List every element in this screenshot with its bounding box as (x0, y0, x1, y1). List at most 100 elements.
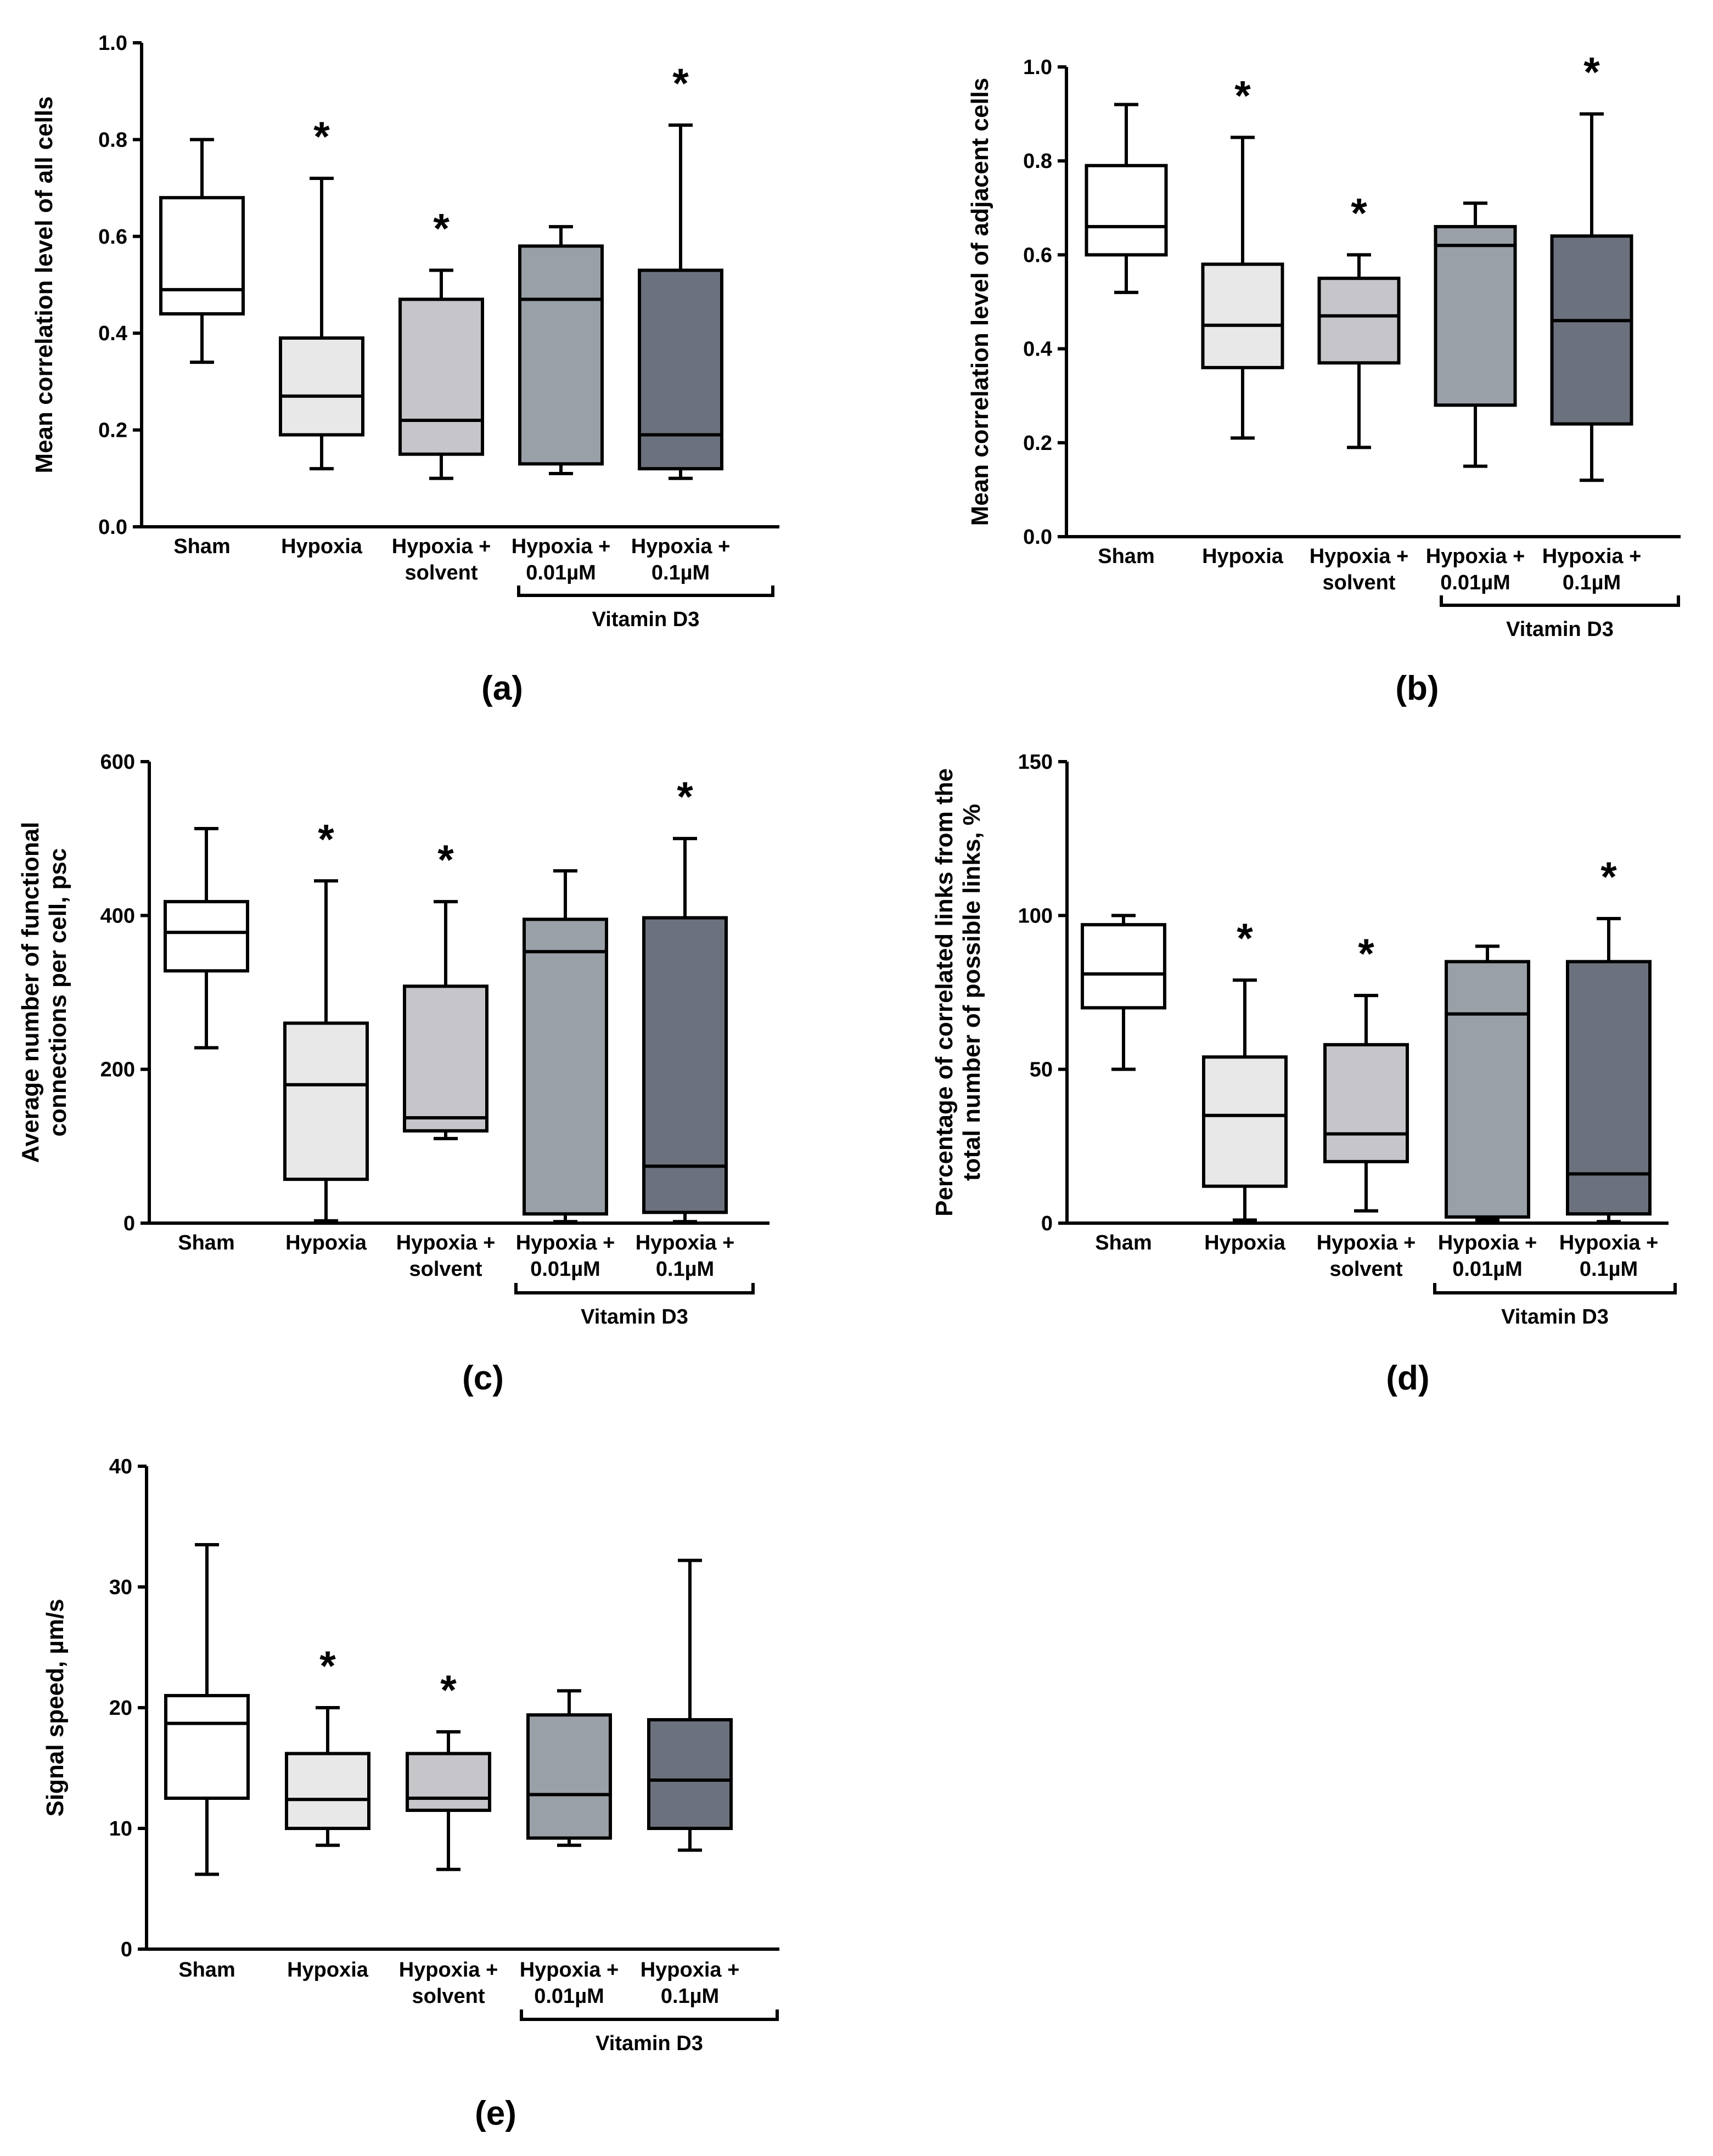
bracket-line (514, 1283, 755, 1294)
panel-label: (a) (481, 669, 523, 707)
vitamin-d3-bracket: Vitamin D3 (514, 1283, 755, 1328)
iqr-box (398, 297, 484, 456)
bracket-label: Vitamin D3 (596, 2032, 703, 2055)
box-1: Sham (1081, 914, 1166, 1254)
category-label: Hypoxia + (399, 1958, 498, 1982)
box-2: * Hypoxia (283, 816, 369, 1254)
iqr-box (1317, 277, 1401, 365)
y-axis-title-line: Average number of functional (17, 822, 44, 1163)
box-1: Sham (164, 826, 249, 1254)
y-axis-title: Mean correlation level of all cells (31, 96, 58, 473)
category-label: Hypoxia (281, 535, 363, 558)
category-label-line2: 0.01µM (534, 1985, 604, 2008)
category-label: Hypoxia + (1542, 545, 1642, 568)
significance-star: * (437, 837, 454, 883)
iqr-box (1550, 234, 1633, 426)
category-label: Hypoxia + (641, 1958, 740, 1982)
box-2: * Hypoxia (1201, 72, 1284, 568)
iqr-box (164, 1694, 250, 1800)
bracket-label: Vitamin D3 (1506, 618, 1614, 641)
category-label-line2: solvent (405, 561, 478, 584)
y-tick-label: 0.6 (98, 226, 127, 249)
category-label: Hypoxia (1202, 545, 1284, 568)
box-4: Hypoxia + 0.01µM (1426, 201, 1525, 594)
iqr-box (526, 1713, 612, 1840)
box-1: Sham (159, 138, 245, 558)
significance-star: * (1234, 72, 1251, 119)
y-tick-label: 30 (109, 1576, 132, 1599)
y-axis-title: Percentage of correlated links from the t… (931, 768, 985, 1217)
panel-label: (e) (475, 2095, 516, 2132)
category-label: Hypoxia + (512, 535, 611, 558)
iqr-box (279, 336, 364, 437)
category-label-line2: 0.1µM (656, 1258, 714, 1281)
y-axis-title-text: Mean correlation level of adjacent cells (967, 78, 993, 526)
y-tick-label: 0.0 (1023, 526, 1052, 549)
iqr-box (638, 268, 723, 471)
box-3: * Hypoxia + solvent (1317, 931, 1416, 1281)
box-5: Hypoxia + 0.1µM (641, 1558, 740, 2008)
significance-star: * (318, 816, 334, 863)
iqr-box (518, 244, 604, 466)
category-label: Hypoxia + (1559, 1231, 1659, 1254)
y-axis-title: Average number of functional connections … (17, 822, 71, 1163)
category-label: Hypoxia + (392, 535, 491, 558)
category-label: Hypoxia + (1317, 1231, 1416, 1254)
category-label-line2: 0.01µM (530, 1258, 600, 1281)
y-tick-label: 0 (123, 1212, 135, 1235)
y-tick-label: 400 (100, 904, 135, 927)
iqr-box (1085, 164, 1168, 257)
box-3: * Hypoxia + solvent (392, 206, 491, 584)
box-3: * Hypoxia + solvent (1310, 190, 1409, 594)
category-label: Hypoxia + (631, 535, 731, 558)
box-1: Sham (164, 1543, 250, 1982)
bracket-line (517, 586, 774, 597)
y-axis-title: Signal speed, µm/s (42, 1598, 69, 1816)
iqr-box (403, 984, 488, 1133)
panel-label: (b) (1395, 669, 1439, 707)
box-5: * Hypoxia + 0.1µM (631, 60, 731, 584)
box-4: Hypoxia + 0.01µM (512, 225, 611, 584)
iqr-box (1202, 1055, 1288, 1188)
category-label: Hypoxia (287, 1958, 369, 1982)
box-3: * Hypoxia + solvent (399, 1667, 498, 2008)
box-2: * Hypoxia (1202, 915, 1288, 1254)
y-tick-label: 0.0 (98, 516, 127, 539)
category-label: Hypoxia + (516, 1231, 615, 1254)
bracket-label: Vitamin D3 (1501, 1305, 1609, 1328)
box-4: Hypoxia + 0.01µM (520, 1689, 619, 2008)
category-label: Hypoxia + (520, 1958, 619, 1982)
panel-label: (c) (462, 1359, 504, 1397)
category-label: Hypoxia (1204, 1231, 1286, 1254)
box-3: * Hypoxia + solvent (396, 837, 496, 1281)
y-axis-title-text: Mean correlation level of all cells (31, 96, 58, 473)
category-label: Sham (1095, 1231, 1152, 1254)
y-tick-label: 0.2 (98, 419, 127, 442)
box-2: * Hypoxia (285, 1643, 370, 1982)
y-tick-label: 1.0 (1023, 56, 1052, 79)
category-label: Sham (178, 1958, 235, 1982)
iqr-box (406, 1752, 491, 1812)
category-label-line2: 0.01µM (1440, 571, 1510, 594)
y-tick-label: 0.4 (98, 322, 127, 345)
y-tick-label: 1.0 (98, 32, 127, 55)
iqr-box (647, 1718, 733, 1830)
category-label-line2: 0.01µM (1452, 1258, 1523, 1281)
chart-panel-c: 0 200 400 600 Average number of functional co… (17, 751, 770, 1397)
significance-star: * (319, 1643, 336, 1690)
box-4: Hypoxia + 0.01µM (1438, 944, 1537, 1281)
iqr-box (1323, 1043, 1409, 1163)
box-2: * Hypoxia (279, 114, 364, 558)
y-tick-label: 0.6 (1023, 244, 1052, 267)
significance-star: * (672, 60, 689, 107)
y-tick-label: 0 (121, 1938, 132, 1961)
significance-star: * (1600, 854, 1617, 900)
category-label: Hypoxia + (1426, 545, 1525, 568)
category-label: Sham (173, 535, 230, 558)
iqr-box (523, 917, 608, 1216)
y-tick-label: 200 (100, 1059, 135, 1082)
category-label: Hypoxia + (396, 1231, 496, 1254)
category-label-line2: 0.1µM (661, 1985, 719, 2008)
